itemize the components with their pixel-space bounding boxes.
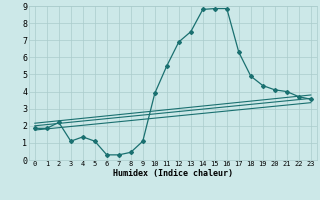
X-axis label: Humidex (Indice chaleur): Humidex (Indice chaleur)	[113, 169, 233, 178]
